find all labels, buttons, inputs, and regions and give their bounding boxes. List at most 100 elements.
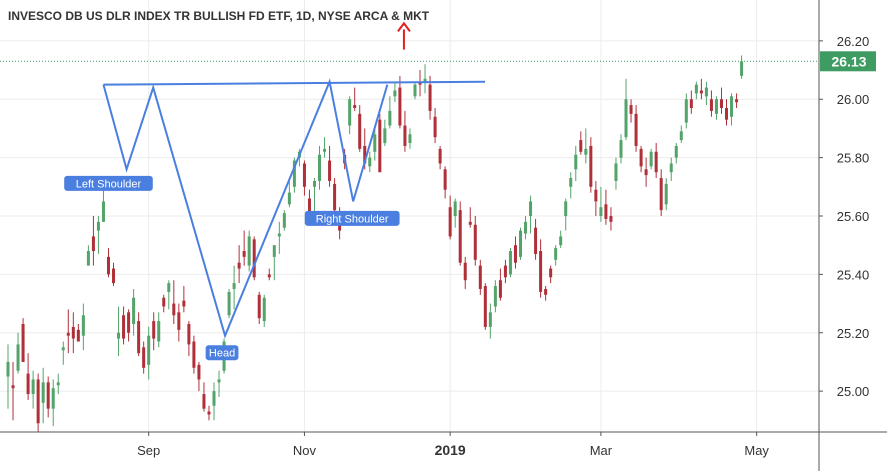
candle-body [388, 110, 392, 126]
candle-body [644, 169, 648, 176]
candle-body [106, 256, 110, 275]
head-and-shoulders-pattern: Left Shoulder Head Right Shoulder [64, 21, 486, 361]
candle-body [524, 221, 528, 234]
candle-body [669, 163, 673, 173]
annotation-badge [205, 345, 239, 361]
y-tick-label: 25.60 [837, 209, 870, 224]
candle-body [554, 248, 558, 260]
candle-body [740, 61, 744, 76]
candle-body [549, 268, 553, 278]
candle-body [86, 251, 90, 266]
candle-body [46, 382, 50, 409]
candle-body [448, 207, 452, 237]
candle-body [428, 84, 432, 111]
candle-body [539, 251, 543, 292]
candle-body [287, 192, 291, 205]
candle-body [127, 312, 131, 333]
candle-body [634, 113, 638, 146]
candle-body [393, 90, 397, 97]
candle-body [654, 151, 658, 173]
candle-body [292, 160, 296, 187]
neckline [103, 80, 486, 86]
candle-body [353, 105, 357, 108]
candle-body [162, 297, 166, 307]
candle-body [16, 344, 20, 371]
candle-body [6, 361, 10, 377]
candle-body [413, 84, 417, 97]
pattern-line [102, 78, 389, 339]
x-tick-label: 2019 [435, 442, 466, 458]
candle-body [398, 87, 402, 126]
candle-body [122, 315, 126, 339]
candle-body [51, 388, 55, 409]
candle-body [493, 286, 497, 307]
candle-body [453, 201, 457, 216]
candle-body [689, 99, 693, 108]
candle-body [26, 373, 30, 395]
x-tick-label: Nov [293, 443, 317, 458]
candle-body [112, 268, 116, 284]
candle-body [513, 245, 517, 263]
candle-body [609, 216, 613, 222]
candle-body [252, 239, 256, 278]
x-tick-label: May [744, 443, 769, 458]
candle-body [132, 297, 136, 324]
candle-body [699, 90, 703, 94]
y-tick-label: 26.20 [837, 34, 870, 49]
candle-body [498, 280, 502, 298]
candle-body [323, 148, 327, 152]
candle-body [192, 341, 196, 368]
chart-title: INVESCO DB US DLR INDEX TR BULLISH FD ET… [8, 9, 430, 23]
candle-body [11, 385, 15, 389]
candle-body [589, 145, 593, 187]
candle-body [604, 204, 608, 219]
candle-body [182, 300, 186, 307]
candle-body [719, 99, 723, 108]
candle-body [629, 105, 633, 114]
candle-body [664, 183, 668, 205]
candle-body [257, 294, 261, 319]
candle-body [66, 332, 70, 336]
last-price-label: 26.13 [831, 53, 866, 69]
candle-body [730, 96, 734, 117]
candle-body [619, 140, 623, 158]
candle-body [202, 394, 206, 409]
candle-body [96, 221, 100, 231]
candle-body [559, 236, 563, 246]
annotation-badge [64, 175, 153, 191]
candle-body [242, 251, 246, 257]
candle-body [312, 180, 317, 187]
candle-body [408, 134, 412, 144]
candle-body [232, 283, 236, 289]
candle-body [684, 99, 688, 123]
candle-body [443, 169, 447, 190]
candle-body [423, 78, 427, 82]
candle-body [147, 335, 151, 365]
candle-body [594, 189, 598, 202]
candle-body [172, 303, 176, 316]
candle-body [212, 391, 216, 406]
candle-body [307, 198, 311, 216]
candle-body [599, 207, 603, 216]
candle-body [544, 288, 548, 295]
candle-body [41, 382, 45, 403]
candle-body [378, 119, 382, 173]
candle-body [564, 201, 568, 216]
candle-body [383, 128, 387, 144]
candle-body [152, 321, 156, 339]
candle-body [167, 283, 171, 292]
candle-body [725, 108, 729, 120]
candle-body [473, 224, 477, 260]
candle-body [302, 163, 306, 187]
candle-body [71, 326, 75, 339]
candle-body [318, 154, 322, 181]
candle-body [714, 99, 718, 114]
candle-body [227, 291, 231, 316]
y-tick-label: 26.00 [837, 92, 870, 107]
candle-body [624, 99, 628, 138]
candle-body [433, 116, 437, 138]
